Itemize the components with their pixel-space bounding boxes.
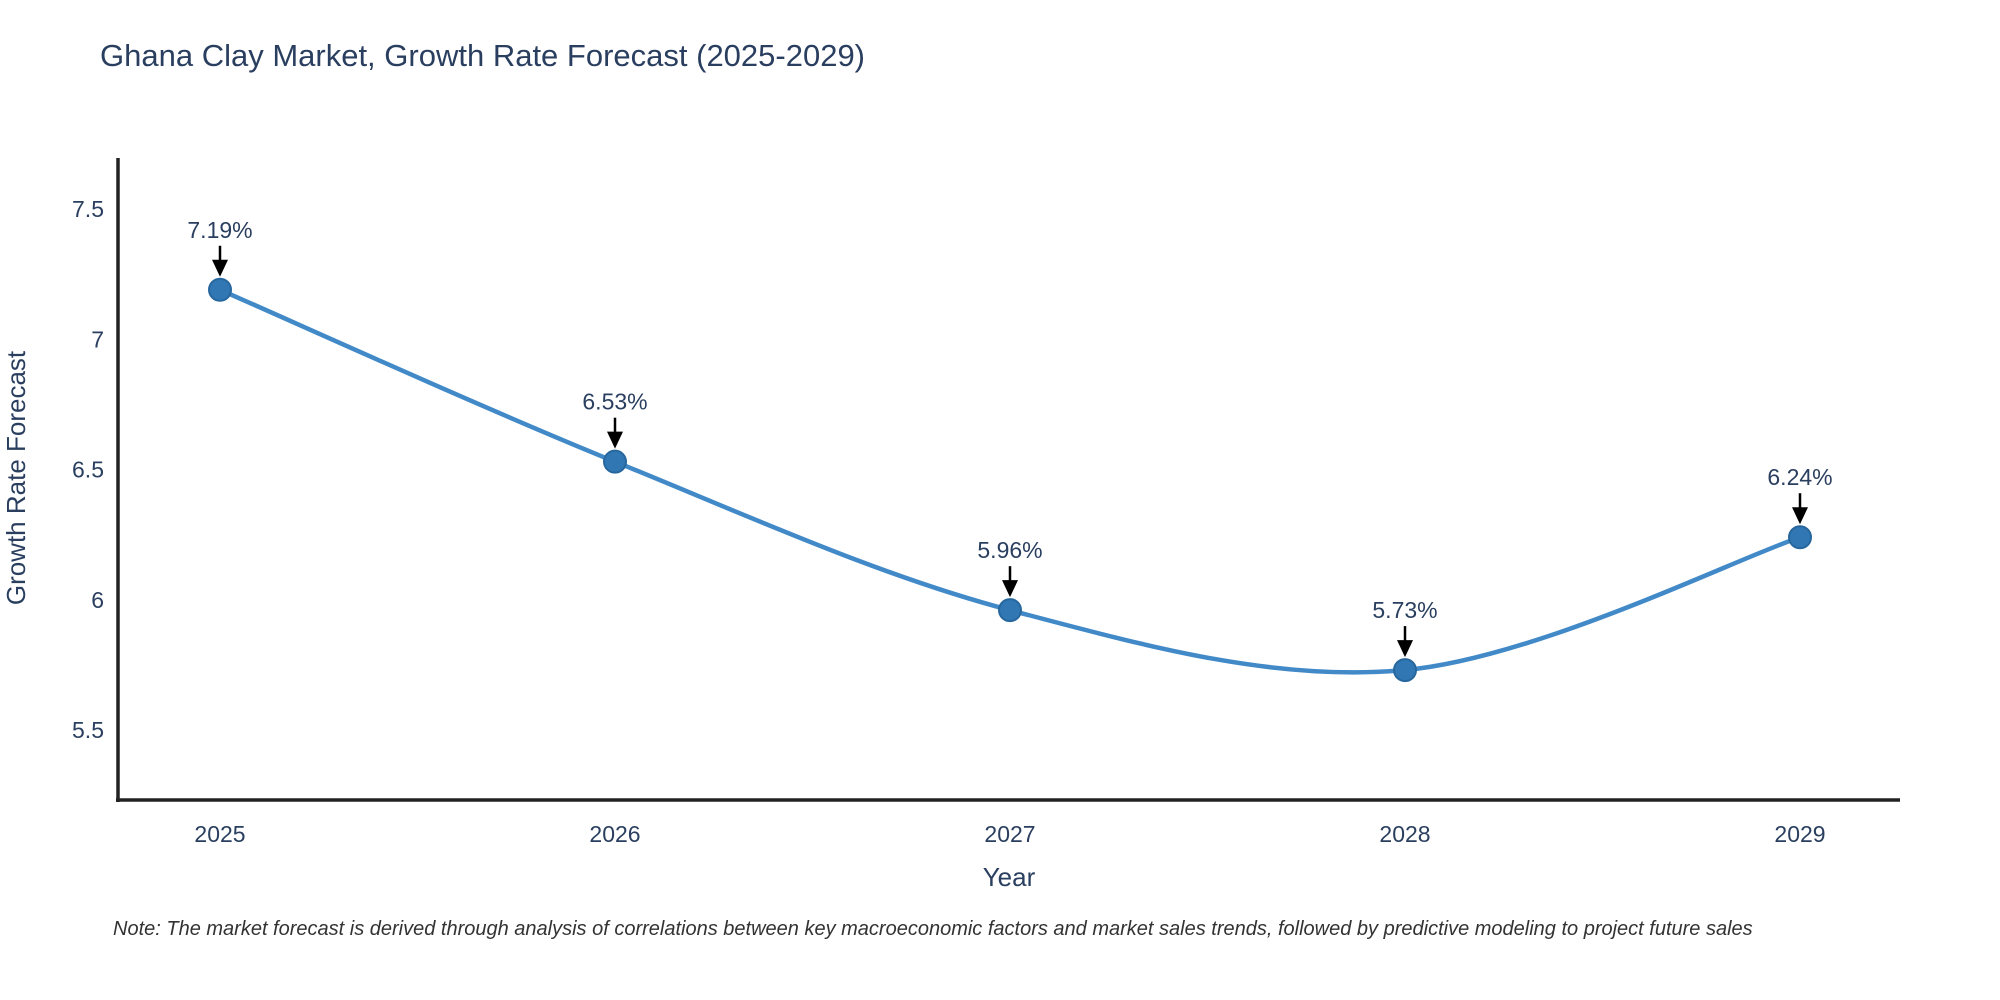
- x-axis-title: Year: [983, 862, 1036, 892]
- annotation-arrowhead: [1792, 507, 1808, 525]
- x-tick-label: 2029: [1774, 821, 1825, 847]
- point-value-label: 5.73%: [1372, 597, 1437, 623]
- footnote: Note: The market forecast is derived thr…: [113, 918, 1753, 940]
- point-value-label: 6.24%: [1767, 464, 1832, 490]
- x-tick-label: 2028: [1379, 821, 1430, 847]
- annotation-arrowhead: [1002, 580, 1018, 598]
- point-value-label: 7.19%: [187, 217, 252, 243]
- x-tick-label: 2027: [984, 821, 1035, 847]
- annotation-arrowhead: [607, 431, 623, 449]
- data-point-marker: [1788, 525, 1812, 550]
- point-value-label: 6.53%: [582, 389, 647, 415]
- annotation-arrowhead: [1397, 640, 1413, 658]
- y-tick-label: 7: [91, 326, 104, 352]
- x-tick-label: 2026: [589, 821, 640, 847]
- chart-title: Ghana Clay Market, Growth Rate Forecast …: [100, 38, 866, 73]
- data-point-marker: [208, 277, 232, 302]
- point-value-label: 5.96%: [977, 537, 1042, 563]
- data-point-marker: [998, 598, 1022, 623]
- data-point-marker: [603, 449, 627, 474]
- x-tick-label: 2025: [194, 821, 245, 847]
- annotation-arrowhead: [212, 259, 228, 277]
- y-tick-label: 6.5: [72, 457, 104, 483]
- y-axis-title: Growth Rate Forecast: [1, 350, 31, 605]
- y-tick-label: 7.5: [72, 196, 104, 222]
- y-tick-label: 6: [91, 587, 104, 613]
- data-point-marker: [1393, 658, 1417, 683]
- y-tick-label: 5.5: [72, 717, 104, 743]
